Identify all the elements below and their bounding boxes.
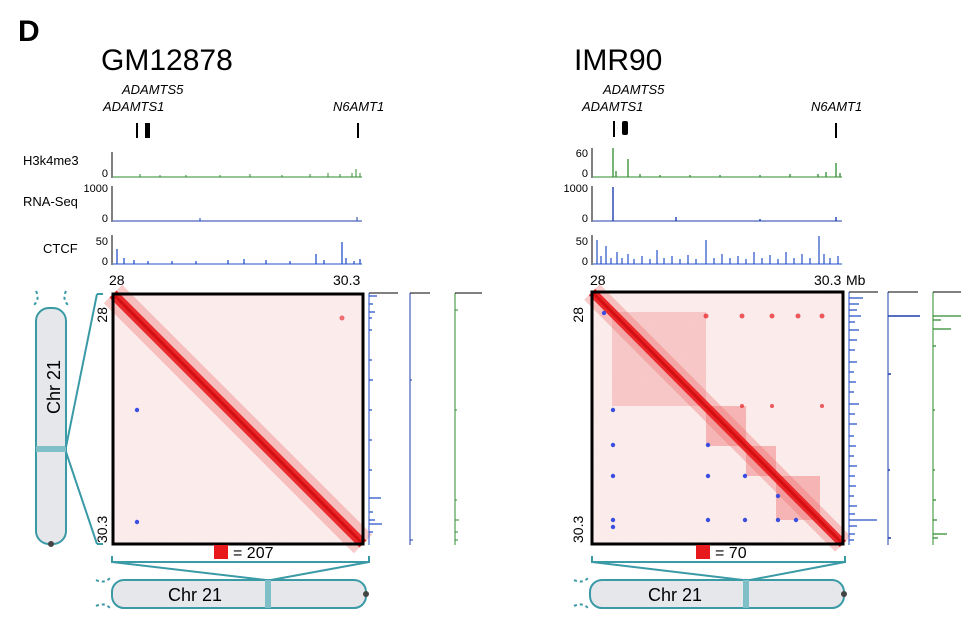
gene-label-adamts5: ADAMTS5 (121, 82, 184, 97)
color-scale-label: = 207 (233, 545, 274, 562)
chromosome-label: Chr 21 (44, 360, 64, 414)
gene-label-n6amt1: N6AMT1 (811, 99, 862, 114)
loop-dots (601, 310, 799, 530)
vertical-ctcf-track (848, 291, 878, 545)
rnaseq-max: 1000 (84, 183, 108, 195)
gene-label-adamts1: ADAMTS1 (102, 99, 164, 114)
gene-marks (136, 123, 359, 138)
chromosome-label: Chr 21 (168, 585, 222, 605)
ctcf-zero: 0 (582, 256, 588, 268)
coord-end-vertical: 30.3 (570, 516, 586, 543)
track-label-rnaseq: RNA-Seq (23, 194, 78, 209)
vertical-ctcf-track (368, 292, 398, 545)
cell-line-title: GM12878 (101, 44, 233, 77)
contact-hotspot (339, 315, 345, 321)
coord-unit: Mb (846, 272, 866, 288)
rnaseq-zero: 0 (102, 213, 108, 225)
vertical-chromosome: Chr 21 (33, 290, 103, 547)
rnaseq-max: 1000 (564, 183, 588, 195)
rnaseq-zero: 0 (582, 213, 588, 225)
horizontal-chromosome: Chr 21 (573, 556, 847, 609)
ctcf-track (593, 236, 842, 265)
gene-marks (613, 121, 837, 138)
panel-imr90: IMR90 ADAMTS5 ADAMTS1 N6AMT1 60 0 1000 0… (564, 44, 961, 609)
rnaseq-track (113, 217, 362, 222)
gene-label-n6amt1: N6AMT1 (333, 99, 384, 114)
ctcf-max: 50 (576, 236, 588, 248)
panel-gm12878: GM12878 ADAMTS5 ADAMTS1 N6AMT1 H3k4me3 R… (23, 44, 482, 609)
contact-map (103, 284, 373, 554)
h3k4me3-max: 60 (576, 148, 588, 160)
coord-start: 28 (109, 272, 125, 288)
coord-end-vertical: 30.3 (94, 516, 110, 543)
coord-start-vertical: 28 (570, 307, 586, 323)
h3k4me3-zero: 0 (582, 168, 588, 180)
vertical-h3k4me3-track (454, 292, 482, 545)
gene-label-adamts1: ADAMTS1 (581, 99, 643, 114)
ctcf-zero: 0 (102, 256, 108, 268)
contact-map (584, 284, 851, 552)
loop-dot (134, 519, 140, 525)
h3k4me3-track (593, 148, 842, 178)
coord-end: 30.3 (814, 272, 841, 288)
vertical-h3k4me3-track (932, 291, 961, 545)
panel-letter: D (18, 15, 40, 48)
gene-label-adamts5: ADAMTS5 (602, 82, 665, 97)
rnaseq-track (593, 187, 842, 222)
color-scale-label: = 70 (715, 545, 747, 562)
loop-dot (134, 407, 140, 413)
vertical-rnaseq-track (409, 292, 430, 545)
cell-line-title: IMR90 (574, 44, 662, 77)
ctcf-track (113, 242, 362, 265)
h3k4me3-track (113, 169, 362, 178)
chromosome-label: Chr 21 (648, 585, 702, 605)
color-scale-swatch (214, 545, 228, 559)
track-label-ctcf: CTCF (43, 241, 78, 256)
coord-end: 30.3 (333, 272, 360, 288)
h3k4me3-zero: 0 (102, 168, 108, 180)
ctcf-max: 50 (96, 236, 108, 248)
horizontal-chromosome: Chr 21 (95, 556, 370, 609)
color-scale-swatch (696, 545, 710, 559)
track-label-h3k4me3: H3k4me3 (23, 153, 79, 168)
coord-start: 28 (590, 272, 606, 288)
coord-start-vertical: 28 (94, 307, 110, 323)
vertical-rnaseq-track (887, 291, 920, 545)
